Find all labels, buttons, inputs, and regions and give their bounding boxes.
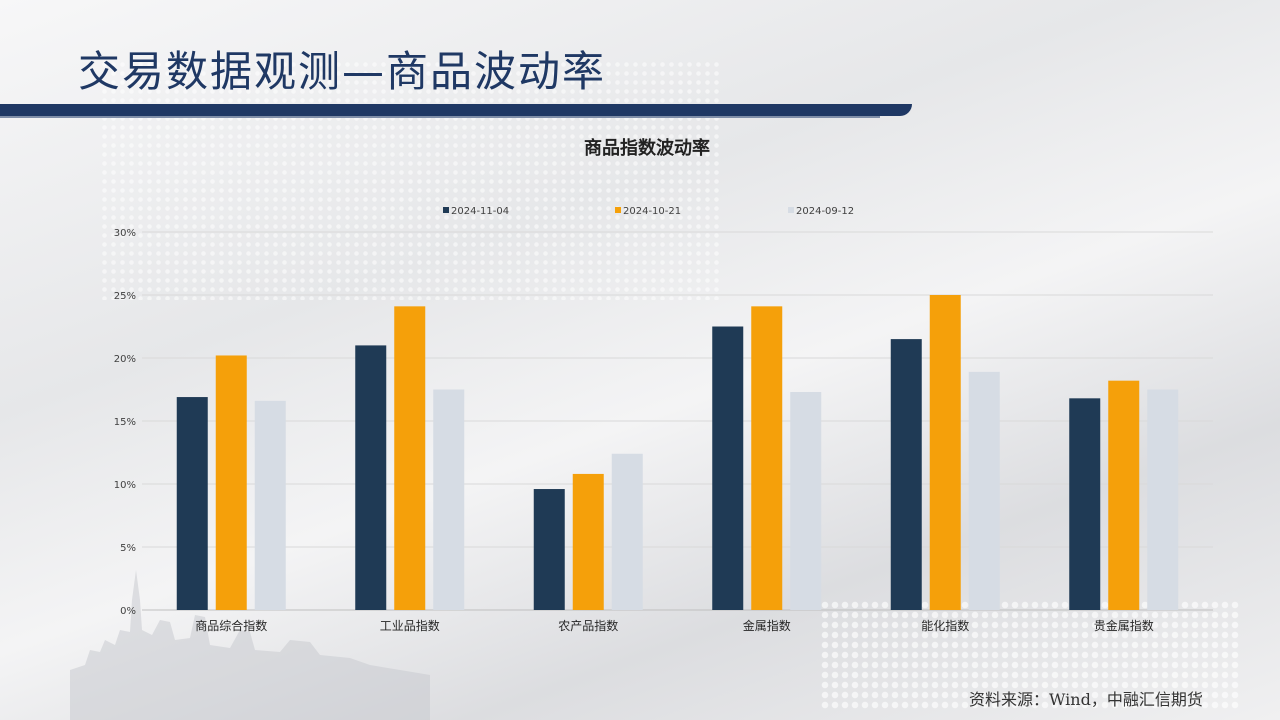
x-category-label: 能化指数 bbox=[921, 618, 969, 633]
bar-2024-10-21 bbox=[215, 355, 247, 610]
bar-2024-10-21 bbox=[929, 295, 961, 610]
bar-2024-09-12 bbox=[1147, 389, 1179, 610]
bar-2024-11-04 bbox=[176, 397, 208, 610]
y-tick-label: 20% bbox=[114, 354, 136, 365]
y-tick-label: 0% bbox=[120, 606, 136, 617]
bar-2024-11-04 bbox=[533, 489, 565, 610]
x-category-label: 工业品指数 bbox=[380, 618, 440, 633]
y-tick-label: 25% bbox=[114, 291, 136, 302]
x-category-label: 农产品指数 bbox=[558, 618, 618, 633]
legend-label: 2024-10-21 bbox=[623, 206, 681, 217]
chart-title: 商品指数波动率 bbox=[584, 137, 710, 159]
bar-2024-09-12 bbox=[433, 389, 465, 610]
y-tick-label: 5% bbox=[120, 543, 136, 554]
bar-2024-09-12 bbox=[254, 400, 286, 610]
y-tick-label: 10% bbox=[114, 480, 136, 491]
legend-swatch bbox=[443, 207, 449, 213]
dot-pattern-decoration bbox=[820, 600, 1240, 710]
legend-swatch bbox=[615, 207, 621, 213]
source-note: 资料来源：Wind，中融汇信期货 bbox=[969, 690, 1203, 709]
y-tick-label: 30% bbox=[114, 228, 136, 239]
city-skyline-decoration bbox=[70, 570, 430, 720]
bar-2024-10-21 bbox=[1108, 380, 1140, 610]
bar-2024-11-04 bbox=[890, 339, 922, 610]
world-map-decoration bbox=[100, 60, 720, 300]
bar-2024-11-04 bbox=[712, 326, 744, 610]
y-tick-label: 15% bbox=[114, 417, 136, 428]
bar-2024-09-12 bbox=[790, 392, 822, 610]
title-underline-accent bbox=[0, 116, 880, 118]
legend-swatch bbox=[788, 207, 794, 213]
legend-label: 2024-09-12 bbox=[796, 206, 854, 217]
x-category-label: 贵金属指数 bbox=[1094, 618, 1154, 633]
volatility-bar-chart: 商品指数波动率 0% 5% 10% 15% 20% 25% 30% 商品综合指数 工业品指数 农… bbox=[114, 137, 1213, 633]
slide-title: 交易数据观测—商品波动率 bbox=[78, 47, 607, 96]
bar-2024-11-04 bbox=[1069, 398, 1101, 610]
x-category-label: 金属指数 bbox=[743, 618, 791, 633]
bar-2024-10-21 bbox=[572, 473, 604, 610]
title-underline-bar bbox=[0, 104, 912, 116]
bar-2024-10-21 bbox=[394, 306, 426, 610]
x-category-label: 商品综合指数 bbox=[195, 618, 267, 633]
legend-label: 2024-11-04 bbox=[451, 206, 509, 217]
bar-2024-09-12 bbox=[968, 371, 1000, 610]
bar-2024-10-21 bbox=[751, 306, 783, 610]
bar-2024-11-04 bbox=[355, 345, 387, 610]
bar-2024-09-12 bbox=[611, 453, 643, 610]
